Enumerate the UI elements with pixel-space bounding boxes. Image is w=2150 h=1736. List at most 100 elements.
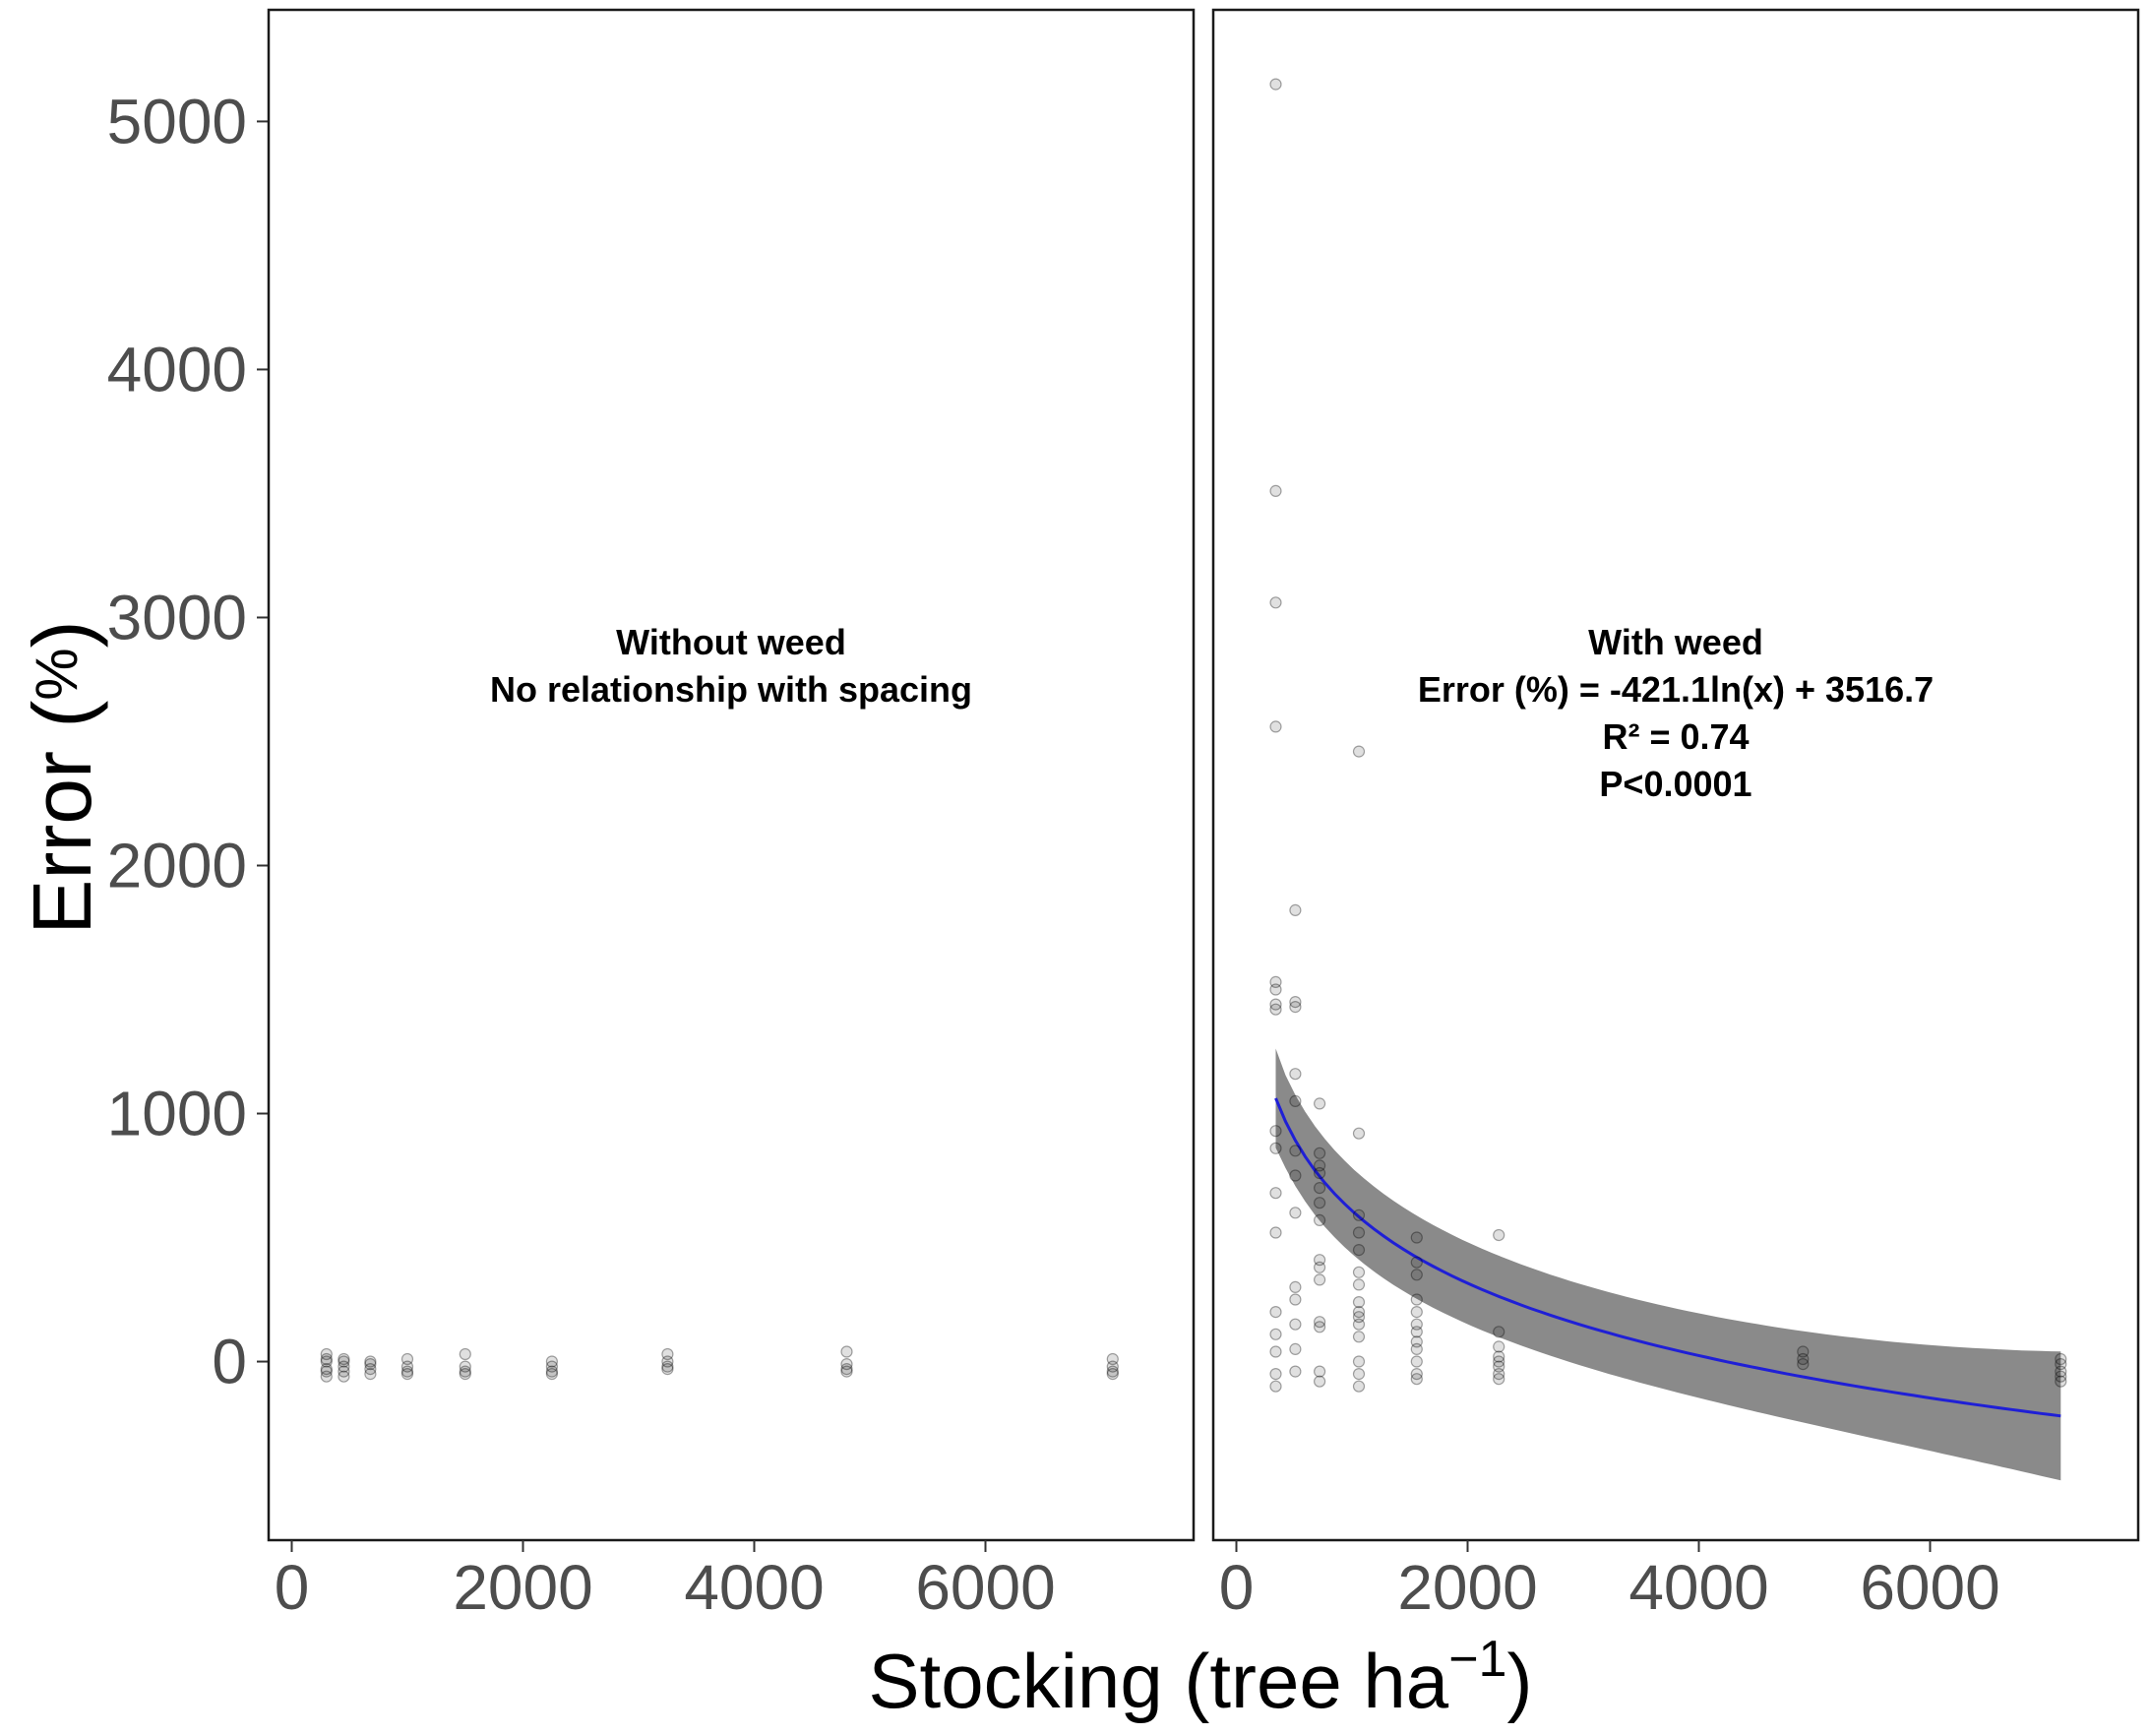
data-point — [400, 1367, 414, 1381]
y-axis-title-percent: % — [24, 648, 90, 700]
data-point — [1352, 1311, 1366, 1324]
data-point — [2055, 1352, 2067, 1366]
data-point — [2055, 1370, 2067, 1383]
data-point — [1352, 1355, 1366, 1368]
data-point — [1797, 1357, 1810, 1371]
data-point — [545, 1355, 559, 1368]
data-point — [1493, 1367, 1505, 1381]
data-point — [1493, 1340, 1505, 1353]
panel-1-annotation-line: Without weed — [616, 622, 846, 662]
data-point — [1269, 1380, 1282, 1393]
data-point — [1289, 1318, 1302, 1331]
data-point — [1352, 1278, 1366, 1291]
panel-1-annotation-line: No relationship with spacing — [490, 669, 972, 710]
x-axis-title-close: ) — [1506, 1638, 1532, 1724]
data-point — [1269, 998, 1282, 1011]
panel-2: 0 2000 4000 6000 With weed Error (%) = -421.1… — [1211, 8, 2140, 1623]
y-tick-label: 1000 — [107, 1079, 247, 1149]
data-point — [459, 1367, 471, 1381]
data-point — [1269, 1187, 1282, 1200]
x-tick-label: 6000 — [1860, 1552, 1999, 1623]
data-point — [1289, 1342, 1302, 1356]
data-point — [1410, 1256, 1423, 1269]
data-point — [1289, 1365, 1302, 1378]
data-point — [1352, 1226, 1366, 1239]
y-tick-label: 4000 — [107, 334, 247, 404]
data-point — [545, 1367, 559, 1381]
data-point — [1313, 1316, 1326, 1329]
data-point — [400, 1352, 414, 1366]
data-point — [1797, 1345, 1810, 1358]
data-point — [1313, 1181, 1326, 1195]
y-axis-title-close: ) — [16, 620, 108, 648]
data-point — [840, 1345, 853, 1358]
data-point — [1289, 903, 1302, 917]
data-point — [1352, 1331, 1366, 1343]
panel-2-annotation-line: P<0.0001 — [1599, 764, 1751, 804]
data-point — [840, 1365, 853, 1378]
data-point — [320, 1370, 333, 1383]
y-tick-label: 5000 — [107, 86, 247, 156]
x-axis-title: Stocking (tree ha−1) — [869, 1631, 1533, 1724]
data-point — [338, 1355, 350, 1368]
data-point — [1493, 1355, 1505, 1368]
data-point — [2055, 1357, 2067, 1371]
panel-1-frame — [267, 8, 1196, 1542]
data-point — [338, 1370, 350, 1383]
panel-1: 0 2000 4000 6000 Without weed No relationship… — [267, 8, 1196, 1623]
data-point — [1289, 1000, 1302, 1014]
data-point — [320, 1355, 333, 1368]
data-point — [2055, 1375, 2067, 1388]
data-point — [1289, 1293, 1302, 1306]
data-point — [1289, 1094, 1302, 1108]
data-point — [1797, 1352, 1810, 1366]
y-tick-label: 2000 — [107, 830, 247, 900]
data-point — [1352, 1295, 1366, 1309]
data-point — [1410, 1355, 1423, 1368]
data-point — [1410, 1342, 1423, 1356]
data-point — [1493, 1326, 1505, 1338]
data-point — [1410, 1373, 1423, 1386]
data-point — [545, 1365, 559, 1378]
data-point — [1352, 1209, 1366, 1221]
data-point — [1352, 1243, 1366, 1257]
data-point — [1313, 1321, 1326, 1333]
x-tick-label: 2000 — [453, 1552, 592, 1623]
data-point — [1289, 1207, 1302, 1219]
data-point — [1313, 1273, 1326, 1286]
panel-2-annotation-line: With weed — [1588, 622, 1763, 662]
data-point — [1269, 1003, 1282, 1016]
data-point — [1313, 1097, 1326, 1110]
data-point — [1313, 1166, 1326, 1180]
data-point — [1289, 1068, 1302, 1081]
panel-2-annotation-line: R² = 0.74 — [1602, 716, 1749, 757]
data-point — [1493, 1228, 1505, 1242]
data-point — [1410, 1318, 1423, 1331]
data-point — [1289, 1145, 1302, 1157]
data-point — [1493, 1360, 1505, 1373]
data-point — [1269, 1367, 1282, 1381]
data-point — [1289, 1280, 1302, 1294]
data-point — [1289, 995, 1302, 1009]
data-point — [1313, 1261, 1326, 1273]
data-point — [1352, 1318, 1366, 1331]
y-axis-title: Error (%) — [16, 620, 108, 934]
data-point — [1313, 1213, 1326, 1227]
data-point — [320, 1352, 333, 1366]
data-point — [840, 1357, 853, 1371]
data-point — [1410, 1326, 1423, 1338]
data-point — [2055, 1365, 2067, 1378]
data-point — [400, 1360, 414, 1373]
data-point — [1269, 720, 1282, 733]
data-point — [1269, 975, 1282, 989]
data-point — [1352, 1266, 1366, 1278]
data-point — [1410, 1305, 1423, 1319]
data-point — [661, 1355, 674, 1368]
data-point — [1269, 484, 1282, 497]
data-point — [459, 1365, 471, 1378]
data-point — [1410, 1335, 1423, 1348]
data-point — [1289, 1169, 1302, 1182]
data-point — [661, 1360, 674, 1373]
y-axis-title-main: Error ( — [16, 701, 108, 935]
